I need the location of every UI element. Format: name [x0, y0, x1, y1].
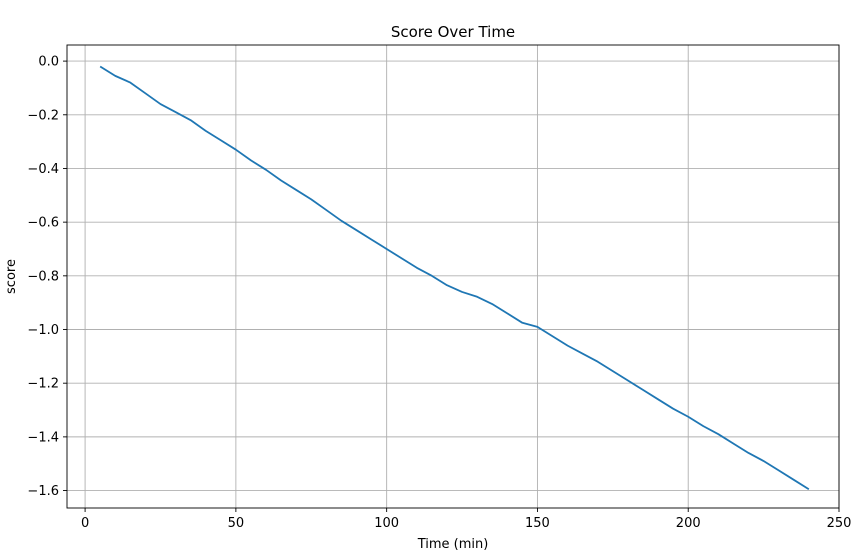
x-axis-label: Time (min): [417, 537, 489, 552]
chart-title: Score Over Time: [391, 23, 515, 41]
series-line: [99, 65, 810, 490]
x-tick-label: 250: [827, 516, 852, 531]
y-tick-label: −1.6: [27, 484, 59, 499]
axes-frame: [66, 44, 840, 509]
y-axis-label: score: [4, 259, 19, 294]
x-tick-label: 200: [676, 516, 701, 531]
grid-lines: [67, 45, 840, 508]
plot-area: [99, 65, 810, 490]
y-tick-label: −0.6: [27, 216, 59, 231]
y-tick-label: −0.4: [27, 162, 59, 177]
y-tick-label: −1.2: [27, 377, 59, 392]
x-tick-label: 100: [374, 516, 399, 531]
axis-ticks: 0 50 100 150 200 250 0.0 −0.2 −0.4 −0.6 −0.8 −1.0 −1…: [27, 55, 851, 531]
y-tick-label: −0.2: [27, 108, 59, 123]
y-tick-label: −0.8: [27, 269, 59, 284]
x-tick-label: 150: [525, 516, 550, 531]
y-tick-label: 0.0: [38, 55, 59, 70]
x-tick-label: 50: [228, 516, 245, 531]
x-tick-label: 0: [81, 516, 89, 531]
y-tick-label: −1.4: [27, 430, 59, 445]
y-tick-label: −1.0: [27, 323, 59, 338]
